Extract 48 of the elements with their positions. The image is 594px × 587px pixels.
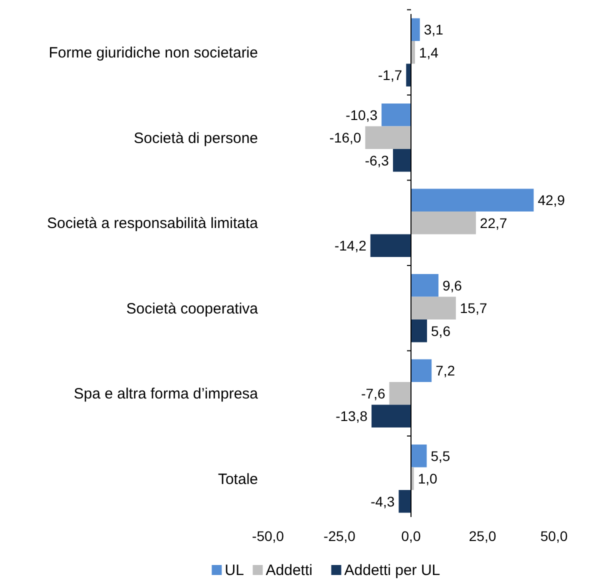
legend-label: Addetti bbox=[266, 562, 312, 579]
data-label: -13,8 bbox=[336, 408, 368, 424]
data-label: 42,9 bbox=[538, 192, 566, 208]
bar bbox=[370, 234, 411, 257]
y-tick-label: Società di persone bbox=[134, 130, 258, 147]
x-tick-label: 0,0 bbox=[401, 528, 421, 544]
bar bbox=[411, 296, 456, 320]
x-tick-label: 50,0 bbox=[540, 528, 568, 544]
bar bbox=[411, 212, 476, 234]
y-tick-label: Spa e altra forma d’impresa bbox=[74, 386, 259, 403]
data-label: 22,7 bbox=[480, 214, 508, 231]
bar bbox=[411, 274, 438, 297]
data-label: 5,6 bbox=[431, 322, 451, 339]
data-label: 1,4 bbox=[419, 44, 439, 60]
data-label: -4,3 bbox=[370, 493, 395, 510]
legend-label: Addetti per UL bbox=[344, 562, 440, 579]
data-label: -1,7 bbox=[378, 67, 402, 83]
data-label: 5,5 bbox=[430, 448, 450, 464]
bar bbox=[411, 359, 432, 382]
data-label: -7,6 bbox=[361, 385, 386, 402]
bar bbox=[411, 319, 428, 342]
data-label: -14,2 bbox=[334, 238, 367, 254]
legend-label: UL bbox=[224, 562, 244, 579]
y-tick-label: Totale bbox=[218, 470, 258, 488]
y-tick-label: Forme giuridiche non societarie bbox=[48, 44, 258, 62]
bar bbox=[372, 404, 411, 428]
x-tick-label: -25,0 bbox=[324, 528, 356, 544]
y-tick-label: Società a responsabilità limitata bbox=[47, 215, 259, 232]
x-tick-label: -50,0 bbox=[252, 528, 284, 544]
data-label: 15,7 bbox=[460, 300, 488, 316]
data-label: 1,0 bbox=[418, 470, 438, 487]
data-label: 3,1 bbox=[424, 22, 444, 38]
y-tick-label: Società cooperativa bbox=[126, 300, 259, 318]
bar bbox=[382, 104, 411, 126]
data-label: -6,3 bbox=[364, 152, 390, 168]
data-label: 7,2 bbox=[436, 362, 456, 379]
bar bbox=[389, 382, 411, 405]
x-tick-label: 25,0 bbox=[468, 528, 496, 544]
data-label: -10,3 bbox=[346, 106, 378, 123]
bar bbox=[392, 148, 411, 172]
bar bbox=[365, 126, 411, 149]
bar bbox=[398, 490, 411, 513]
bar bbox=[406, 64, 411, 86]
bar bbox=[411, 188, 534, 212]
data-label: -16,0 bbox=[329, 130, 362, 146]
data-label: 9,6 bbox=[442, 277, 462, 294]
bar bbox=[411, 444, 427, 468]
bar bbox=[411, 18, 420, 41]
